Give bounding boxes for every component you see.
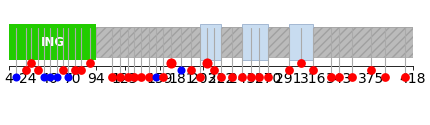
Bar bbox=[242, 24, 268, 60]
Point bbox=[153, 76, 160, 78]
Point bbox=[203, 62, 210, 64]
Point bbox=[108, 76, 115, 78]
Point bbox=[86, 62, 93, 64]
Bar bbox=[96, 28, 412, 57]
Point bbox=[327, 76, 334, 78]
Point bbox=[124, 76, 131, 78]
Point bbox=[197, 76, 203, 78]
Point bbox=[60, 68, 67, 70]
Point bbox=[238, 76, 245, 78]
Point bbox=[40, 76, 47, 78]
Point bbox=[64, 76, 71, 78]
Point bbox=[285, 68, 292, 70]
Point bbox=[187, 68, 194, 70]
Point bbox=[229, 76, 236, 78]
Text: ING: ING bbox=[40, 36, 64, 49]
Point bbox=[298, 62, 305, 64]
Point bbox=[401, 76, 408, 78]
Point bbox=[146, 76, 153, 78]
Bar bbox=[9, 24, 96, 60]
Point bbox=[28, 62, 34, 64]
Bar bbox=[9, 28, 412, 57]
Point bbox=[54, 76, 61, 78]
Point bbox=[256, 76, 263, 78]
Point bbox=[349, 76, 356, 78]
Point bbox=[382, 76, 389, 78]
Point bbox=[178, 68, 185, 70]
Point bbox=[265, 76, 272, 78]
Point bbox=[159, 76, 166, 78]
Point bbox=[77, 68, 84, 70]
Point bbox=[218, 76, 225, 78]
Bar bbox=[289, 24, 313, 60]
Point bbox=[131, 76, 138, 78]
Point bbox=[13, 76, 20, 78]
Point bbox=[34, 68, 41, 70]
Point bbox=[138, 76, 145, 78]
Point bbox=[310, 68, 316, 70]
Point bbox=[211, 68, 218, 70]
Point bbox=[167, 62, 174, 64]
Point bbox=[71, 68, 78, 70]
Point bbox=[247, 76, 254, 78]
Point bbox=[367, 68, 374, 70]
Point bbox=[336, 76, 343, 78]
Point bbox=[46, 76, 53, 78]
Point bbox=[23, 68, 30, 70]
Bar bbox=[200, 24, 221, 60]
Point bbox=[117, 76, 123, 78]
